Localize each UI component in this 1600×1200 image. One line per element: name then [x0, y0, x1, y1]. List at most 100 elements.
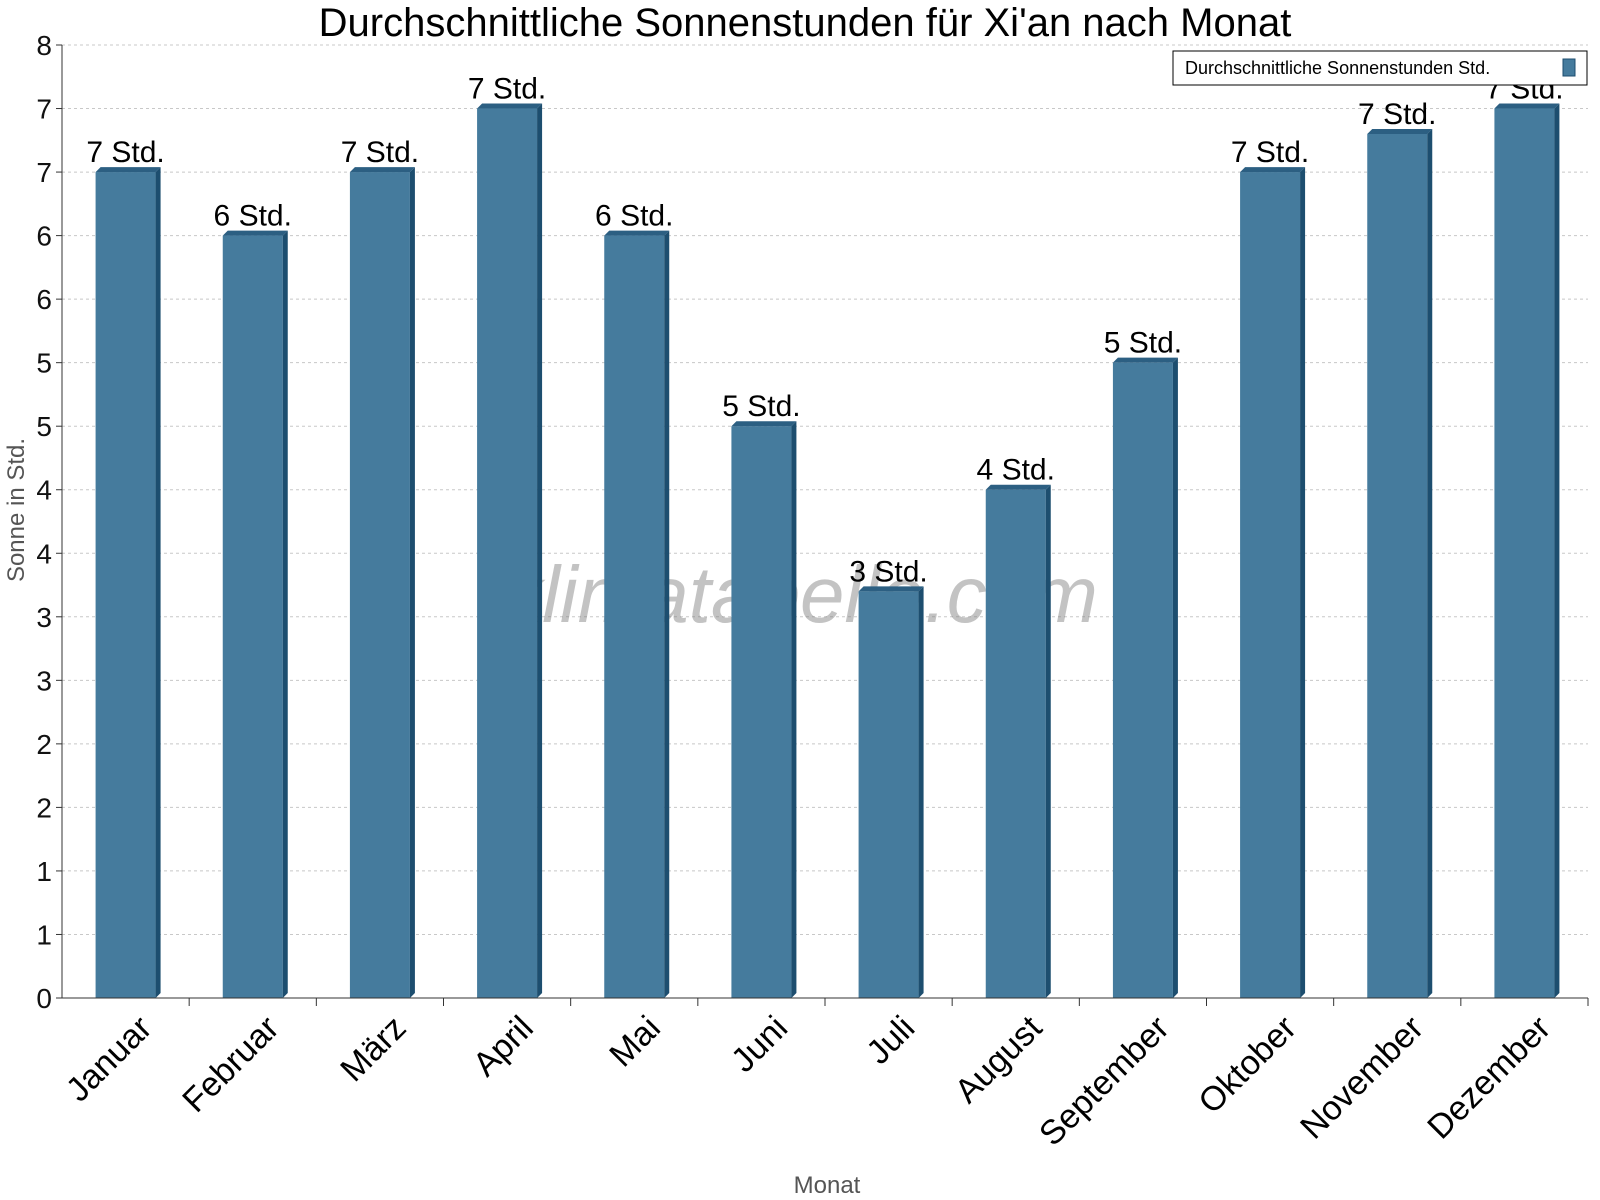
legend-box — [1172, 50, 1588, 86]
bar-side — [155, 167, 161, 999]
y-tick-label: 6 — [36, 284, 52, 315]
y-tick-label: 5 — [36, 411, 52, 442]
bar-side — [1427, 128, 1433, 999]
data-label: 7 Std. — [1231, 136, 1309, 169]
y-tick-label: 5 — [36, 348, 52, 379]
x-tick-label: Dezember — [1420, 1009, 1558, 1147]
x-axis-title: Monat — [794, 1172, 861, 1199]
y-tick-label: 6 — [36, 221, 52, 252]
x-tick-label: März — [333, 1009, 413, 1089]
x-tick-label: Juli — [859, 1009, 922, 1072]
x-tick-label: Januar — [59, 1009, 159, 1109]
bar — [985, 484, 1051, 998]
bar-series — [95, 103, 1560, 999]
axes — [61, 45, 1588, 999]
x-tick-label: Juni — [724, 1009, 795, 1080]
data-label: 7 Std. — [86, 136, 164, 169]
data-label: 3 Std. — [849, 555, 927, 588]
y-tick-label: 0 — [36, 983, 52, 1014]
x-tick-label: Mai — [602, 1009, 668, 1075]
bar-face — [858, 591, 919, 998]
bar-face — [222, 235, 283, 999]
bar-top — [477, 103, 543, 109]
y-tick-label: 3 — [36, 665, 52, 696]
x-tick-label: Februar — [175, 1009, 286, 1120]
data-labels: 7 Std. 6 Std. 7 Std. 7 Std. 6 Std. 5 Std. 3 St… — [86, 73, 1563, 589]
bar-top — [222, 230, 288, 236]
x-axis-ticks: Januar Februar März April Mai Juni Juli AugustS… — [59, 998, 1589, 1153]
bar — [1112, 357, 1178, 999]
bar-side — [791, 421, 797, 998]
y-tick-label: 7 — [36, 94, 52, 125]
y-axis-title: Sonne in Std. — [3, 438, 30, 582]
x-tick-label: November — [1293, 1009, 1431, 1147]
legend-swatch — [1562, 58, 1576, 77]
bar — [349, 167, 415, 999]
bar-top — [95, 167, 161, 173]
y-tick-label: 4 — [36, 538, 52, 569]
bar-top — [1367, 128, 1433, 134]
bar-side — [409, 167, 415, 999]
bar-top — [731, 421, 797, 427]
grid-lines — [62, 44, 1588, 935]
bar-face — [1367, 133, 1428, 999]
bar — [731, 421, 797, 998]
y-tick-label: 2 — [36, 729, 52, 760]
bar-side — [664, 230, 670, 999]
legend[interactable]: Durchschnittliche Sonnenstunden Std. — [1172, 50, 1588, 86]
bar-face — [95, 172, 156, 999]
bar — [1240, 167, 1306, 999]
y-axis-ticks: 0 1 1 2 2 3 3 4 4 5 5 6 6 7 7 8 — [36, 30, 62, 1014]
bar-side — [1554, 103, 1560, 999]
bar-top — [985, 484, 1051, 490]
y-tick-label: 4 — [36, 475, 52, 506]
data-label: 5 Std. — [1104, 327, 1182, 360]
bar — [1367, 128, 1433, 999]
bar — [858, 586, 924, 998]
bar — [477, 103, 543, 999]
x-tick-label: August — [948, 1008, 1050, 1110]
bar-top — [1240, 167, 1306, 173]
data-label: 7 Std. — [1358, 98, 1436, 131]
legend-label: Durchschnittliche Sonnenstunden Std. — [1185, 58, 1490, 78]
y-tick-label: 1 — [36, 856, 52, 887]
bar-face — [1494, 108, 1555, 999]
bar-top — [858, 586, 924, 592]
bar-face — [349, 172, 410, 999]
chart-title: Durchschnittliche Sonnenstunden für Xi'a… — [319, 1, 1292, 45]
bar-face — [731, 426, 792, 998]
bar — [222, 230, 288, 999]
y-tick-label: 7 — [36, 157, 52, 188]
bar-face — [477, 108, 538, 999]
bar-face — [1240, 172, 1301, 999]
bar-top — [1112, 357, 1178, 363]
data-label: 6 Std. — [214, 200, 292, 233]
data-label: 5 Std. — [722, 390, 800, 423]
bar-side — [282, 230, 288, 999]
bar — [604, 230, 670, 999]
bar-face — [604, 235, 665, 999]
data-label: 4 Std. — [977, 454, 1055, 487]
x-tick-label: Oktober — [1191, 1009, 1303, 1121]
bar-side — [1045, 484, 1051, 998]
bar-face — [985, 489, 1046, 998]
bar-side — [1300, 167, 1306, 999]
bar — [1494, 103, 1560, 999]
x-tick-label: September — [1032, 1009, 1176, 1153]
bar-side — [537, 103, 543, 999]
y-tick-label: 8 — [36, 30, 52, 61]
data-label: 6 Std. — [595, 200, 673, 233]
bar — [95, 167, 161, 999]
y-tick-label: 1 — [36, 919, 52, 950]
bar-side — [918, 586, 924, 998]
bar-top — [349, 167, 415, 173]
bar-side — [1172, 357, 1178, 999]
bar-top — [604, 230, 670, 236]
y-tick-label: 3 — [36, 602, 52, 633]
x-tick-label: April — [466, 1009, 541, 1084]
bar-top — [1494, 103, 1560, 109]
data-label: 7 Std. — [468, 73, 546, 106]
y-tick-label: 2 — [36, 792, 52, 823]
data-label: 7 Std. — [341, 136, 419, 169]
